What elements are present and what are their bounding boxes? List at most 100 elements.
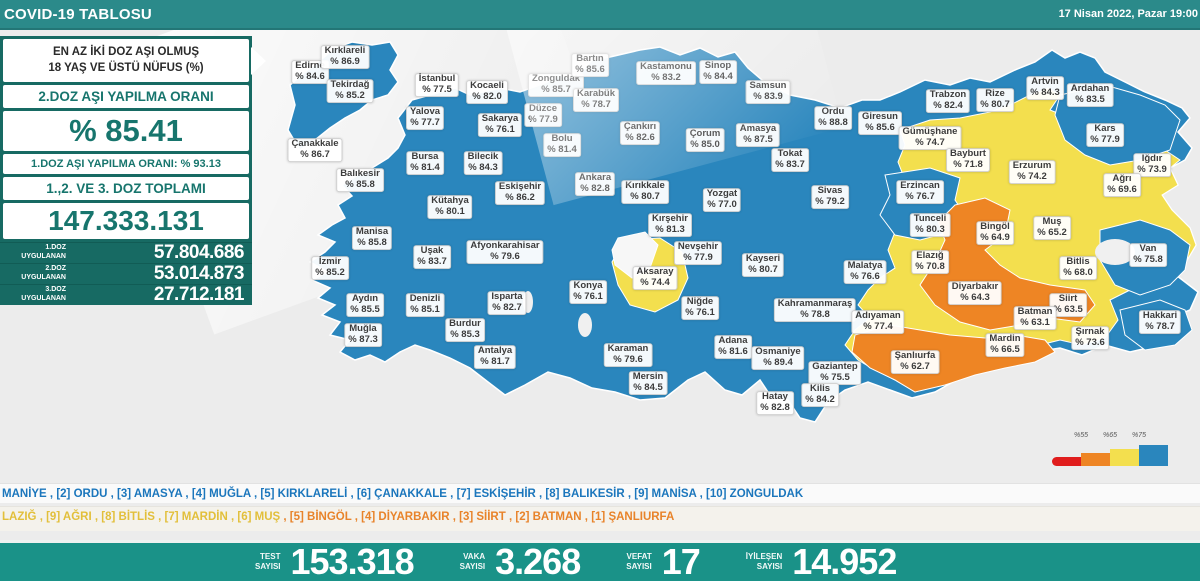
legend-tick-label: %75: [1131, 432, 1147, 439]
province-label: Sivas% 79.2: [811, 185, 849, 209]
province-label: Kütahya% 80.1: [427, 195, 473, 219]
province-label: Çanakkale% 86.7: [287, 138, 343, 162]
province-label: Edirne% 84.6: [291, 60, 329, 84]
ranked-province-item: [3] AMASYA: [117, 488, 183, 500]
province-label: Konya% 76.1: [569, 280, 607, 304]
list-separator: ,: [227, 511, 238, 523]
province-label: Niğde% 76.1: [681, 296, 719, 320]
ranked-province-item: [1] ŞANLIURFA: [591, 511, 675, 523]
province-label: Ankara% 82.8: [574, 172, 616, 196]
ranked-province-item: [2] BATMAN: [515, 511, 582, 523]
ranked-province-item: [8] BİTLİS: [101, 511, 155, 523]
stat-recovered: İYİLEŞEN SAYISI 14.952: [746, 541, 898, 581]
province-label: Muş% 65.2: [1033, 216, 1071, 240]
province-label: Balıkesir% 85.8: [336, 168, 384, 192]
list-separator: ,: [250, 488, 261, 500]
province-label: Çorum% 85.0: [685, 128, 725, 152]
province-label: İstanbul% 77.5: [414, 73, 460, 97]
province-label: Isparta% 82.7: [487, 291, 527, 315]
stat-recovered-label2: SAYISI: [756, 562, 783, 571]
province-label: Kırıkkale% 80.7: [621, 180, 669, 204]
province-label: Manisa% 85.8: [351, 226, 393, 250]
ranked-province-item: [6] ÇANAKKALE: [356, 488, 447, 500]
top-bar: COVID-19 TABLOSU 17 Nisan 2022, Pazar 19…: [0, 0, 1200, 30]
province-label: Gaziantep% 75.5: [808, 361, 862, 385]
list-separator: ,: [36, 511, 47, 523]
dose-rows: 1.DOZ UYGULANAN 57.804.686 2.DOZ UYGULANAN…: [0, 242, 252, 305]
province-label: Şırnak% 73.6: [1071, 326, 1109, 350]
ranked-province-item: [7] ESKİŞEHİR: [456, 488, 536, 500]
province-label: Giresun% 85.6: [858, 111, 902, 135]
province-label: Osmaniye% 89.4: [751, 346, 805, 370]
list-separator: ,: [446, 488, 457, 500]
dose2-rate-label: 2.DOZ AŞI YAPILMA ORANI: [3, 85, 249, 109]
province-label: Karaman% 79.6: [603, 343, 653, 367]
ranked-province-item: [3] SİİRT: [459, 511, 506, 523]
stat-test-label1: TEST: [260, 551, 281, 561]
province-label: Eskişehir% 86.2: [494, 181, 546, 205]
province-label: Artvin% 84.3: [1026, 76, 1064, 100]
province-label: Tekirdağ% 85.2: [326, 79, 374, 103]
list-separator: ,: [351, 511, 362, 523]
province-label: Denizli% 85.1: [405, 293, 445, 317]
province-label: Ardahan% 83.5: [1066, 83, 1114, 107]
province-label: Bartın% 85.6: [571, 53, 609, 77]
panel-header-line2: 18 YAŞ VE ÜSTÜ NÜFUS (%): [48, 61, 204, 74]
ranked-province-item: [8] BALIKESİR: [545, 488, 625, 500]
list-separator: ,: [535, 488, 546, 500]
dose2-row: 2.DOZ UYGULANAN 53.014.873: [0, 263, 252, 284]
legend-segment: [1081, 453, 1110, 466]
province-label: Kırşehir% 81.3: [648, 213, 692, 237]
stat-case: VAKA SAYISI 3.268: [459, 541, 582, 581]
province-label: Bilecik% 84.3: [463, 151, 503, 175]
dose3-row-value: 27.712.181: [153, 284, 245, 306]
province-label: Bursa% 81.4: [406, 151, 444, 175]
province-label: Zonguldak% 85.7: [527, 73, 585, 97]
province-label: Antalya% 81.7: [473, 345, 517, 369]
stat-test-value: 153.318: [290, 541, 415, 581]
list-separator: ,: [154, 511, 165, 523]
map-legend: %55 %65 %75: [1052, 432, 1182, 466]
ranked-province-item: [6] MUŞ: [237, 511, 281, 523]
province-label: Karabük% 78.7: [572, 88, 620, 112]
province-label: Amasya% 87.5: [735, 123, 781, 147]
page-title: COVID-19 TABLOSU: [4, 5, 152, 23]
stat-test: TEST SAYISI 153.318: [255, 541, 415, 581]
ranked-province-item: LAZIĞ: [2, 511, 37, 523]
legend-segment: [1139, 445, 1168, 466]
province-label: Kayseri% 80.7: [741, 253, 785, 277]
dose3-row-label2: UYGULANAN: [21, 295, 66, 303]
province-label: Kocaeli% 82.0: [466, 80, 508, 104]
province-label: Batman% 63.1: [1013, 306, 1057, 330]
ranked-province-item: MANİYE: [2, 488, 47, 500]
province-label: Van% 75.8: [1129, 243, 1167, 267]
bottom-provinces-list: LAZIĞ , [9] AĞRI , [8] BİTLİS , [7] MARD…: [0, 506, 1200, 531]
stat-recovered-value: 14.952: [792, 541, 897, 581]
dose1-rate-line: 1.DOZ AŞI YAPILMA ORANI: % 93.13: [3, 154, 249, 175]
province-label: Gümüşhane% 74.7: [898, 126, 962, 150]
list-separator: ,: [91, 511, 102, 523]
province-label: Şanlıurfa% 62.7: [890, 350, 940, 374]
legend-tick-label: %65: [1102, 432, 1118, 439]
province-label: Kastamonu% 83.2: [636, 61, 696, 85]
province-label: Iğdır% 73.9: [1133, 153, 1171, 177]
ranked-province-item: [5] KIRKLARELİ: [260, 488, 348, 500]
list-separator: ,: [696, 488, 707, 500]
dose1-row-value: 57.804.686: [153, 242, 245, 264]
legend-tick-label: %55: [1073, 432, 1089, 439]
list-separator: ,: [449, 511, 460, 523]
ranked-province-item: [4] DİYARBAKIR: [361, 511, 450, 523]
list-separator: ,: [107, 488, 118, 500]
province-label: Afyonkarahisar% 79.6: [466, 240, 544, 264]
list-separator: ,: [347, 488, 357, 500]
province-label: Adana% 81.6: [714, 335, 752, 359]
province-label: Yozgat% 77.0: [702, 188, 742, 212]
stat-case-value: 3.268: [495, 541, 581, 581]
dose2-rate-value: % 85.41: [3, 111, 249, 152]
stat-death: VEFAT SAYISI 17: [626, 541, 701, 581]
province-label: Adıyaman% 77.4: [851, 310, 905, 334]
dose3-row-label1: 3.DOZ: [45, 286, 66, 294]
stat-case-label2: SAYISI: [459, 562, 486, 571]
province-label: Tokat% 83.7: [771, 148, 809, 172]
stat-case-label1: VAKA: [463, 551, 486, 561]
